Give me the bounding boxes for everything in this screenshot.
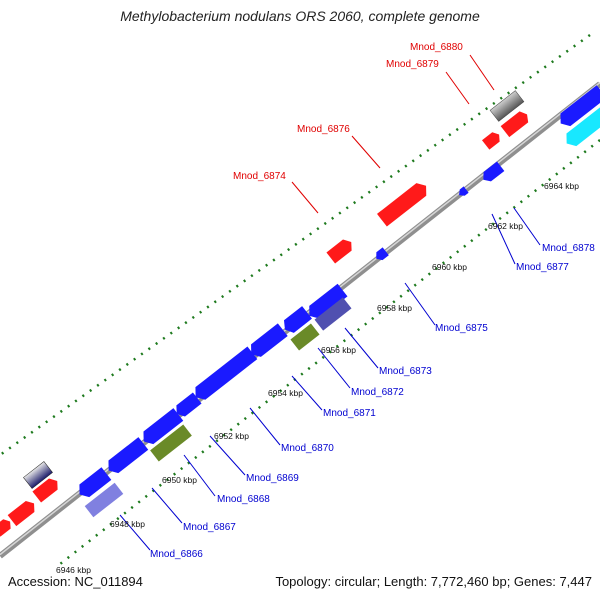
gene-arrow-mnod-6871[interactable] [246, 323, 288, 360]
label-mnod-6866[interactable]: Mnod_6866 [150, 549, 203, 560]
leader-mnod-6868 [183, 454, 216, 497]
label-mnod-6879[interactable]: Mnod_6879 [386, 59, 439, 70]
label-mnod-6875[interactable]: Mnod_6875 [435, 323, 488, 334]
gene-arrow-mnod-6872-blue[interactable] [280, 306, 312, 336]
gene-arrow-mnod-6876[interactable] [377, 179, 431, 227]
tick-label-6960: 6960 kbp [432, 262, 467, 272]
label-mnod-6867[interactable]: Mnod_6867 [183, 522, 236, 533]
label-mnod-6869[interactable]: Mnod_6869 [246, 473, 299, 484]
leader-mnod-6871 [291, 375, 323, 411]
label-mnod-6870[interactable]: Mnod_6870 [281, 443, 334, 454]
label-mnod-6872[interactable]: Mnod_6872 [351, 387, 404, 398]
leader-mnod-6874 [291, 181, 319, 214]
label-mnod-6874[interactable]: Mnod_6874 [233, 171, 286, 182]
gene-box-mnod-6866[interactable] [84, 482, 124, 518]
gene-box-left-navy[interactable] [23, 461, 53, 489]
gene-arrow-mnod-6879[interactable] [500, 109, 532, 138]
gene-arrow-top-right-blue[interactable] [556, 85, 600, 130]
leader-mnod-6876 [351, 135, 381, 169]
leader-mnod-6877 [491, 213, 516, 265]
gene-arrow-mnod-6880[interactable] [489, 90, 525, 122]
leader-mnod-6867 [151, 487, 183, 524]
gene-arrow-mnod-6874[interactable] [326, 236, 355, 264]
gene-arrow-mnod-6870[interactable] [191, 346, 258, 404]
tick-label-6952: 6952 kbp [214, 431, 249, 441]
accession-text: Accession: NC_011894 [8, 574, 143, 589]
gene-arrow-mnod-6877[interactable] [457, 186, 469, 198]
gene-arrow-mnod-6873-blue[interactable] [305, 283, 348, 322]
label-mnod-6873[interactable]: Mnod_6873 [379, 366, 432, 377]
tick-label-6954: 6954 kbp [268, 388, 303, 398]
gene-box-mnod-6873[interactable] [314, 297, 352, 331]
tick-label-6946: 6946 kbp [56, 565, 91, 575]
label-mnod-6877[interactable]: Mnod_6877 [516, 262, 569, 273]
gene-box-mnod-6868[interactable] [150, 424, 192, 462]
label-mnod-6871[interactable]: Mnod_6871 [323, 408, 376, 419]
leader-mnod-6879 [445, 71, 470, 105]
gene-arrow-mnod-6867[interactable] [104, 437, 149, 477]
gene-arrow-left-red-3[interactable] [0, 517, 14, 537]
gene-arrow-left-red-1[interactable] [7, 498, 39, 527]
gene-arrow-left-red-2[interactable] [32, 475, 61, 503]
gene-arrow-mnod-6875[interactable] [373, 247, 389, 262]
topology-text: Topology: circular; Length: 7,772,460 bp… [275, 574, 592, 589]
tick-label-6958: 6958 kbp [377, 303, 412, 313]
leader-mnod-6870 [249, 407, 281, 446]
tick-label-6962: 6962 kbp [488, 221, 523, 231]
inner-dotted-ring [54, 139, 600, 569]
gene-arrow-top-right-cyan[interactable] [562, 105, 600, 150]
label-mnod-6878[interactable]: Mnod_6878 [542, 243, 595, 254]
map-title: Methylobacterium nodulans ORS 2060, comp… [120, 8, 480, 24]
label-mnod-6868[interactable]: Mnod_6868 [217, 494, 270, 505]
leader-mnod-6878 [513, 207, 541, 246]
label-mnod-6880[interactable]: Mnod_6880 [410, 42, 463, 53]
tick-label-6956: 6956 kbp [321, 345, 356, 355]
leader-mnod-6873 [344, 327, 379, 369]
tick-label-6964: 6964 kbp [544, 181, 579, 191]
leader-mnod-6875 [404, 282, 436, 326]
leader-mnod-6866 [119, 514, 151, 551]
gene-arrow-mnod-6878[interactable] [480, 161, 505, 184]
gene-arrow-mnod-6869[interactable] [172, 392, 202, 419]
leader-mnod-6869 [209, 435, 246, 476]
outer-dotted-ring [0, 33, 591, 457]
gene-box-mnod-6872[interactable] [290, 323, 320, 351]
gene-arrow-mnod-6868[interactable] [139, 408, 184, 448]
leader-mnod-6872 [317, 347, 351, 389]
gene-arrow-mnod-6879b[interactable] [482, 130, 503, 150]
leader-mnod-6880 [469, 54, 495, 91]
gene-arrow-mnod-6866-blue[interactable] [75, 467, 112, 501]
label-mnod-6876[interactable]: Mnod_6876 [297, 124, 350, 135]
tick-label-6948: 6948 kbp [110, 519, 145, 529]
tick-label-6950: 6950 kbp [162, 475, 197, 485]
